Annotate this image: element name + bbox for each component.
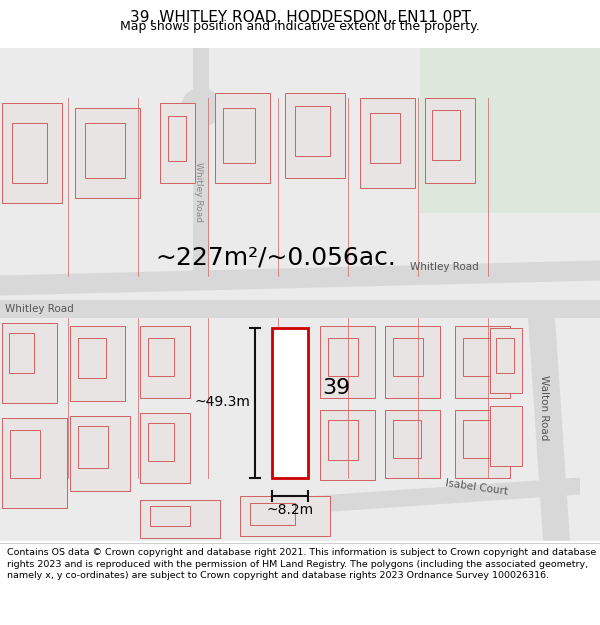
FancyBboxPatch shape	[9, 332, 34, 372]
FancyBboxPatch shape	[490, 406, 522, 466]
FancyBboxPatch shape	[385, 409, 440, 478]
Text: Whitley Road: Whitley Road	[5, 304, 74, 314]
FancyBboxPatch shape	[140, 499, 220, 538]
Text: ~8.2m: ~8.2m	[266, 504, 314, 518]
FancyBboxPatch shape	[2, 102, 62, 202]
Polygon shape	[290, 478, 580, 514]
FancyBboxPatch shape	[70, 326, 125, 401]
FancyBboxPatch shape	[78, 426, 108, 468]
FancyBboxPatch shape	[78, 338, 106, 377]
FancyBboxPatch shape	[240, 496, 330, 536]
FancyBboxPatch shape	[250, 503, 295, 524]
FancyBboxPatch shape	[393, 419, 421, 457]
FancyBboxPatch shape	[150, 506, 190, 526]
FancyBboxPatch shape	[432, 109, 460, 159]
FancyBboxPatch shape	[328, 419, 358, 459]
Circle shape	[181, 88, 221, 128]
FancyBboxPatch shape	[12, 122, 47, 182]
Text: Contains OS data © Crown copyright and database right 2021. This information is : Contains OS data © Crown copyright and d…	[7, 548, 596, 581]
FancyBboxPatch shape	[70, 416, 130, 491]
FancyBboxPatch shape	[385, 326, 440, 398]
FancyBboxPatch shape	[272, 328, 308, 478]
FancyBboxPatch shape	[285, 92, 345, 178]
FancyBboxPatch shape	[295, 106, 330, 156]
FancyBboxPatch shape	[463, 419, 491, 457]
FancyBboxPatch shape	[328, 338, 358, 376]
FancyBboxPatch shape	[455, 409, 510, 478]
FancyBboxPatch shape	[2, 322, 57, 402]
Polygon shape	[420, 48, 600, 212]
FancyBboxPatch shape	[370, 112, 400, 162]
FancyBboxPatch shape	[463, 338, 491, 376]
FancyBboxPatch shape	[75, 107, 140, 198]
Text: 39, WHITLEY ROAD, HODDESDON, EN11 0PT: 39, WHITLEY ROAD, HODDESDON, EN11 0PT	[130, 11, 470, 26]
Text: Walton Road: Walton Road	[539, 375, 549, 440]
FancyBboxPatch shape	[193, 48, 209, 276]
FancyBboxPatch shape	[160, 102, 195, 182]
FancyBboxPatch shape	[490, 328, 522, 392]
Text: Map shows position and indicative extent of the property.: Map shows position and indicative extent…	[120, 20, 480, 33]
FancyBboxPatch shape	[2, 418, 67, 508]
FancyBboxPatch shape	[148, 338, 174, 376]
Text: ~49.3m: ~49.3m	[194, 396, 250, 409]
Polygon shape	[528, 318, 570, 541]
FancyBboxPatch shape	[168, 116, 186, 161]
Text: ~227m²/~0.056ac.: ~227m²/~0.056ac.	[155, 246, 396, 269]
FancyBboxPatch shape	[140, 326, 190, 398]
FancyBboxPatch shape	[393, 338, 423, 376]
Text: Whitley Road: Whitley Road	[410, 262, 479, 272]
FancyBboxPatch shape	[455, 326, 510, 398]
Text: 39: 39	[322, 378, 350, 398]
Polygon shape	[0, 299, 600, 318]
FancyBboxPatch shape	[320, 326, 375, 398]
FancyBboxPatch shape	[223, 107, 255, 162]
Text: Isabel Court: Isabel Court	[445, 478, 509, 497]
FancyBboxPatch shape	[85, 122, 125, 177]
FancyBboxPatch shape	[10, 429, 40, 478]
FancyBboxPatch shape	[320, 409, 375, 479]
FancyBboxPatch shape	[215, 92, 270, 182]
FancyBboxPatch shape	[496, 338, 514, 372]
Polygon shape	[0, 261, 600, 296]
FancyBboxPatch shape	[140, 412, 190, 482]
FancyBboxPatch shape	[360, 98, 415, 188]
Text: Whitley Road: Whitley Road	[193, 162, 203, 222]
FancyBboxPatch shape	[148, 422, 174, 461]
FancyBboxPatch shape	[0, 48, 600, 541]
FancyBboxPatch shape	[425, 98, 475, 182]
